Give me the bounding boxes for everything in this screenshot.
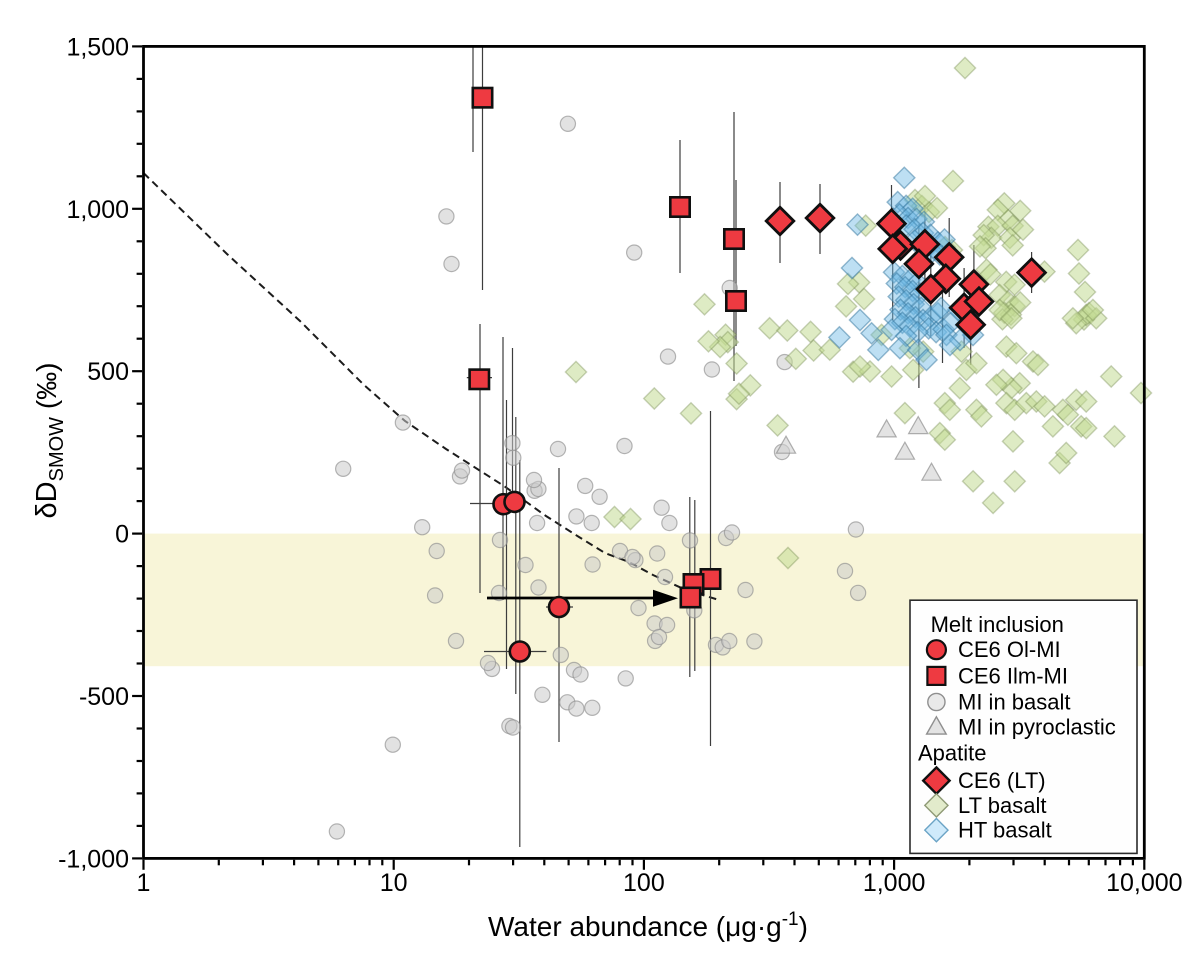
svg-text:10: 10: [380, 869, 408, 897]
svg-text:Apatite: Apatite: [918, 741, 987, 766]
svg-text:MI in basalt: MI in basalt: [958, 690, 1071, 715]
svg-text:CE6 Ilm-MI: CE6 Ilm-MI: [958, 663, 1068, 688]
svg-text:0: 0: [115, 521, 129, 549]
svg-text:500: 500: [87, 358, 129, 386]
svg-text:-500: -500: [79, 683, 129, 711]
svg-text:MI in pyroclastic: MI in pyroclastic: [958, 714, 1116, 739]
svg-text:Water abundance (μg·g-1): Water abundance (μg·g-1): [488, 909, 808, 942]
svg-text:100: 100: [623, 869, 665, 897]
svg-text:1,500: 1,500: [66, 33, 129, 61]
svg-text:Melt inclusion: Melt inclusion: [931, 612, 1064, 637]
svg-text:10,000: 10,000: [1106, 869, 1182, 897]
svg-text:CE6 Ol-MI: CE6 Ol-MI: [958, 637, 1061, 662]
svg-text:1,000: 1,000: [66, 196, 129, 224]
svg-text:1,000: 1,000: [863, 869, 926, 897]
svg-text:LT basalt: LT basalt: [958, 793, 1046, 818]
svg-text:HT basalt: HT basalt: [958, 818, 1052, 843]
svg-text:-1,000: -1,000: [58, 845, 129, 873]
svg-text:CE6 (LT): CE6 (LT): [958, 768, 1046, 793]
svg-text:1: 1: [137, 869, 151, 897]
